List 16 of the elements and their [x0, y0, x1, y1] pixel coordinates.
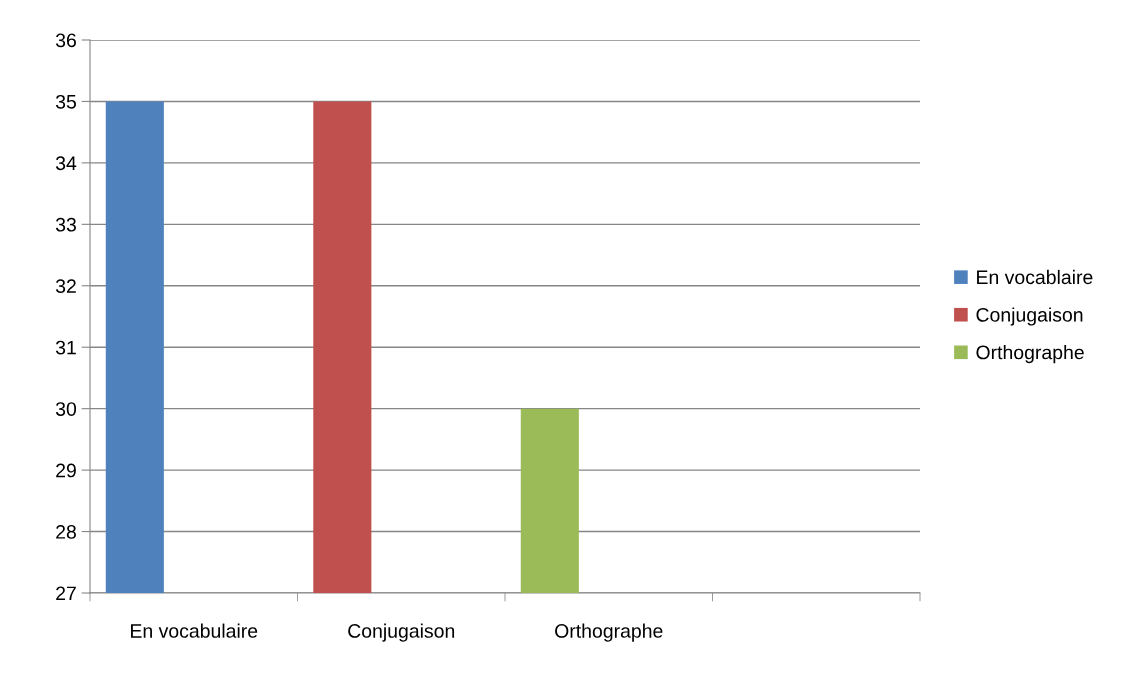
legend-label: Conjugaison: [976, 307, 1083, 326]
y-tick-label: 34: [55, 156, 77, 171]
legend-label: En vocablaire: [977, 269, 1093, 285]
y-tick-label: 32: [55, 279, 76, 294]
y-tick-label: 31: [55, 340, 76, 355]
legend-label: Orthographe: [976, 345, 1084, 364]
y-tick-label: 36: [55, 33, 76, 48]
x-tick-label: Conjugaison: [348, 623, 455, 642]
y-tick-label: 29: [56, 463, 76, 478]
y-tick-label: 33: [55, 217, 76, 232]
y-tick-label: 27: [56, 586, 76, 601]
y-tick-label: 35: [55, 94, 76, 109]
x-tick-label: En vocabulaire: [131, 623, 258, 638]
y-tick-label: 30: [55, 402, 77, 416]
y-tick-label: 28: [56, 525, 76, 539]
x-tick-label: Orthographe: [555, 623, 663, 642]
